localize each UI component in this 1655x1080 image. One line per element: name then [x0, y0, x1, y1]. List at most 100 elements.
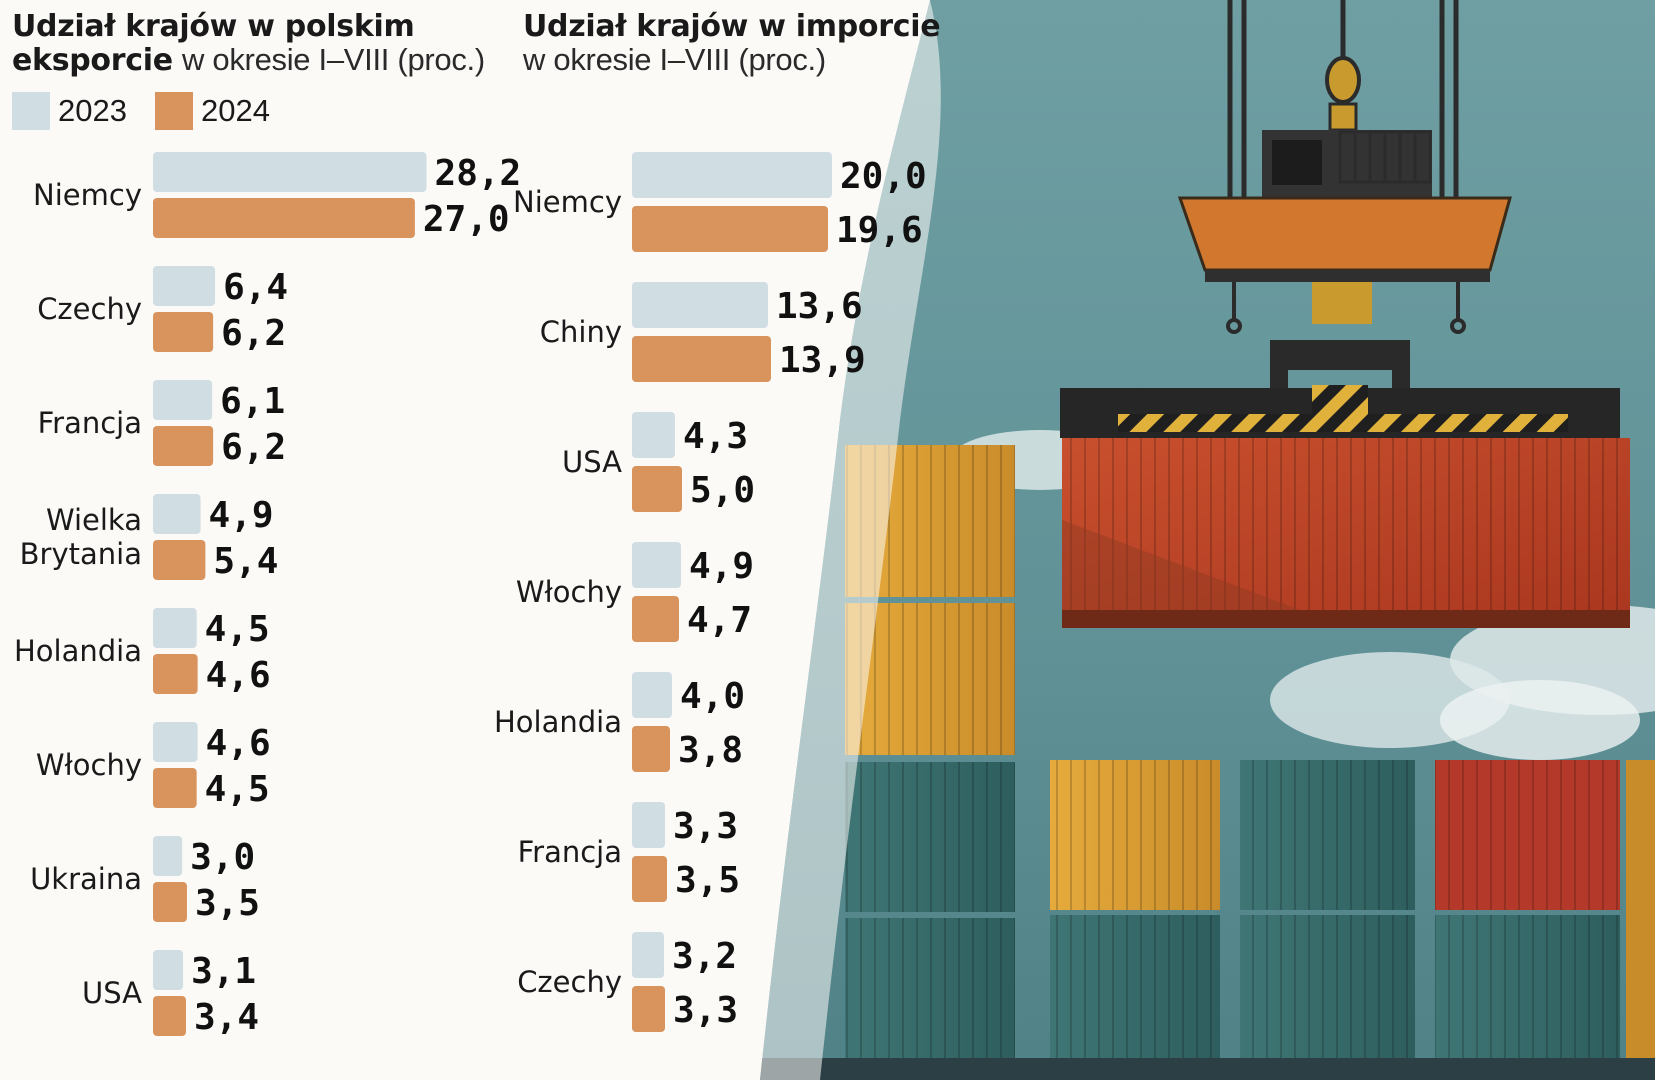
import-group-1: Chiny 13,6 13,9 — [540, 282, 866, 382]
import-title-period: w okresie I–VIII (proc.) — [523, 42, 826, 77]
export-value-label-2023: 4,9 — [209, 495, 274, 536]
legend-label-2024: 2024 — [201, 93, 270, 128]
export-bar-2023 — [153, 722, 198, 762]
export-bar-2024 — [153, 540, 206, 580]
import-title-line-1: Udział krajów w imporcie — [523, 9, 941, 44]
legend-item-2024: 2024 — [155, 92, 270, 130]
export-category-label: Włochy — [36, 748, 142, 782]
export-group-4: Holandia 4,5 4,6 — [14, 608, 271, 696]
export-title-period: w okresie I–VIII (proc.) — [182, 42, 485, 77]
export-value-label-2024: 6,2 — [221, 313, 286, 354]
import-bar-2024 — [632, 856, 667, 902]
legend-swatch-2023 — [12, 92, 50, 130]
export-bar-2024 — [153, 654, 198, 694]
export-group-5: Włochy 4,6 4,5 — [36, 722, 271, 810]
export-bar-2024 — [153, 882, 187, 922]
export-value-label-2023: 3,0 — [190, 837, 255, 878]
import-bar-2024 — [632, 206, 828, 252]
export-bar-2023 — [153, 494, 201, 534]
import-value-label-2024: 3,5 — [675, 860, 740, 901]
import-category-label: Czechy — [517, 965, 622, 999]
export-group-2: Francja 6,1 6,2 — [38, 380, 286, 468]
import-value-label-2023: 20,0 — [840, 156, 927, 197]
import-bar-2024 — [632, 596, 679, 642]
export-value-label-2023: 4,6 — [206, 723, 271, 764]
import-value-label-2024: 19,6 — [836, 210, 923, 251]
export-value-label-2023: 3,1 — [191, 951, 256, 992]
export-category-label: Wielka — [46, 503, 142, 537]
import-category-label: Włochy — [516, 575, 622, 609]
import-chart-title: Udział krajów w imporcie w okresie I–VII… — [523, 9, 941, 77]
import-bar-2024 — [632, 336, 771, 382]
import-value-label-2024: 3,8 — [678, 730, 743, 771]
export-bar-2023 — [153, 608, 197, 648]
export-value-label-2023: 6,1 — [220, 381, 285, 422]
export-bar-2024 — [153, 996, 186, 1036]
import-bar-2024 — [632, 726, 670, 772]
import-group-2: USA 4,3 5,0 — [562, 412, 755, 512]
import-bar-2023 — [632, 412, 675, 458]
import-value-label-2023: 4,9 — [689, 546, 754, 587]
import-bar-2024 — [632, 986, 665, 1032]
legend-swatch-2024 — [155, 92, 193, 130]
import-bar-2023 — [632, 672, 672, 718]
export-bar-2023 — [153, 152, 427, 192]
import-bar-2023 — [632, 542, 681, 588]
import-value-label-2023: 3,2 — [672, 936, 737, 977]
export-bar-2024 — [153, 768, 197, 808]
export-title-bold: eksporcie — [12, 43, 173, 78]
export-bar-2024 — [153, 312, 214, 352]
export-title-line-1: Udział krajów w polskim — [12, 9, 415, 44]
export-group-0: Niemcy 28,2 27,0 — [33, 152, 521, 240]
legend-label-2023: 2023 — [58, 93, 127, 128]
export-category-label: Holandia — [14, 634, 142, 668]
export-group-1: Czechy 6,4 6,2 — [37, 266, 288, 354]
import-category-label: Chiny — [540, 315, 622, 349]
export-chart-title: Udział krajów w polskim eksporcie w okre… — [12, 10, 485, 77]
export-value-label-2024: 3,5 — [195, 883, 260, 924]
export-category-label: Niemcy — [33, 178, 142, 212]
export-bar-2023 — [153, 836, 183, 876]
import-group-6: Czechy 3,2 3,3 — [517, 932, 738, 1032]
export-value-label-2024: 27,0 — [423, 199, 510, 240]
import-group-3: Włochy 4,9 4,7 — [516, 542, 754, 642]
export-value-label-2024: 4,6 — [206, 655, 271, 696]
export-bar-2023 — [153, 950, 184, 990]
import-group-4: Holandia 4,0 3,8 — [494, 672, 745, 772]
import-value-label-2023: 4,0 — [680, 676, 745, 717]
import-bar-2023 — [632, 932, 664, 978]
export-value-label-2024: 4,5 — [205, 769, 270, 810]
legend-item-2023: 2023 — [12, 92, 127, 130]
export-category-label: USA — [82, 976, 142, 1010]
import-bar-2023 — [632, 802, 665, 848]
import-value-label-2024: 13,9 — [779, 340, 866, 381]
import-bar-2023 — [632, 282, 768, 328]
export-bar-2023 — [153, 266, 216, 306]
import-bar-2024 — [632, 466, 682, 512]
export-category-label: Francja — [38, 406, 142, 440]
export-value-label-2024: 3,4 — [194, 997, 259, 1038]
export-value-label-2023: 28,2 — [435, 153, 522, 194]
export-category-label: Brytania — [20, 537, 142, 571]
import-category-label: Holandia — [494, 705, 622, 739]
export-value-label-2023: 6,4 — [223, 267, 288, 308]
export-bar-2023 — [153, 380, 213, 420]
import-category-label: Niemcy — [513, 185, 622, 219]
export-bar-2024 — [153, 198, 415, 238]
export-value-label-2024: 5,4 — [213, 541, 278, 582]
import-value-label-2023: 13,6 — [776, 286, 863, 327]
import-bar-2023 — [632, 152, 832, 198]
export-value-label-2024: 6,2 — [221, 427, 286, 468]
export-group-7: USA 3,1 3,4 — [82, 950, 259, 1038]
import-value-label-2023: 4,3 — [683, 416, 748, 457]
export-bar-2024 — [153, 426, 214, 466]
export-value-label-2023: 4,5 — [205, 609, 270, 650]
import-category-label: Francja — [518, 835, 622, 869]
import-category-label: USA — [562, 445, 622, 479]
import-value-label-2024: 4,7 — [687, 600, 752, 641]
import-value-label-2024: 3,3 — [673, 990, 738, 1031]
export-group-6: Ukraina 3,0 3,5 — [30, 836, 260, 924]
export-category-label: Czechy — [37, 292, 142, 326]
